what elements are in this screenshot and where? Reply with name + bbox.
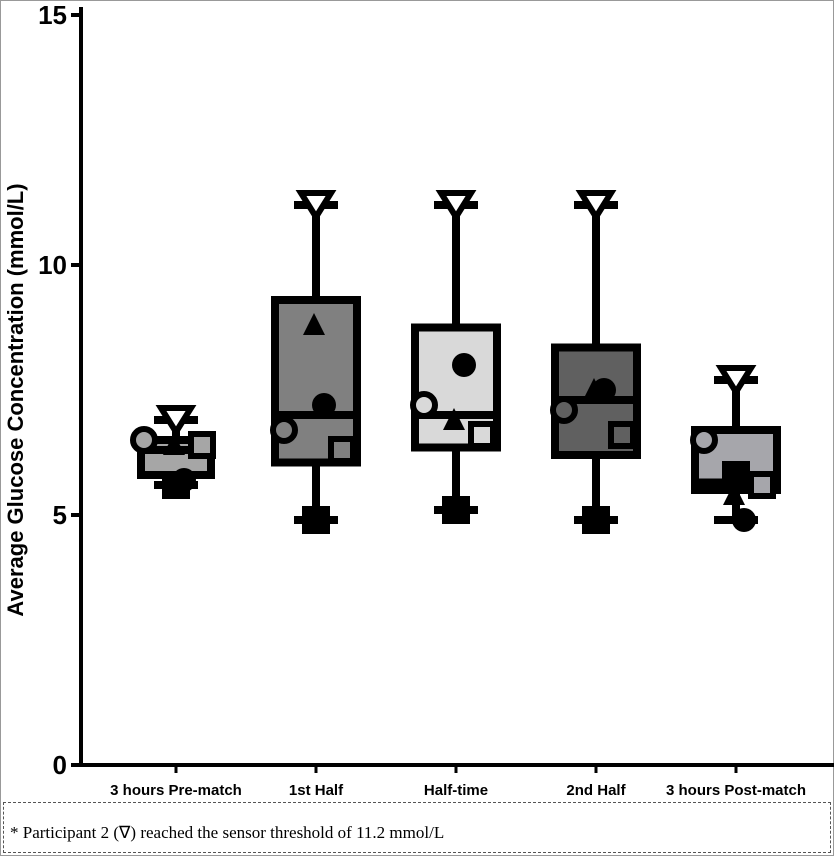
point-open-circle xyxy=(410,391,438,419)
point-filled-square xyxy=(162,471,190,499)
point-open-square xyxy=(188,431,216,459)
y-axis-label: Average Glucose Concentration (mmol/L) xyxy=(3,183,28,616)
point-open-square xyxy=(468,421,496,449)
point-filled-square xyxy=(582,506,610,534)
point-filled-square xyxy=(722,461,750,489)
point-filled-triangle xyxy=(723,483,745,505)
x-tick-label: Half-time xyxy=(424,782,488,799)
point-open-square xyxy=(328,436,356,464)
point-open-square xyxy=(748,471,776,499)
point-inverted-triangle xyxy=(155,405,197,438)
box-1 xyxy=(271,201,361,524)
point-inverted-triangle xyxy=(575,190,617,223)
point-filled-circle xyxy=(732,508,756,532)
x-tick-label: 3 hours Post-match xyxy=(666,782,806,799)
point-inverted-triangle xyxy=(435,190,477,223)
y-tick-label: 15 xyxy=(38,1,67,30)
point-open-square xyxy=(608,421,636,449)
point-inverted-triangle xyxy=(295,190,337,223)
point-filled-triangle xyxy=(443,408,465,430)
point-filled-circle xyxy=(592,378,616,402)
point-filled-circle xyxy=(452,353,476,377)
point-filled-triangle xyxy=(163,433,185,455)
y-tick-label: 0 xyxy=(53,750,67,780)
point-filled-square xyxy=(302,506,330,534)
footnote: * Participant 2 (∇) reached the sensor t… xyxy=(3,802,831,853)
y-tick-label: 10 xyxy=(38,250,67,280)
point-open-circle xyxy=(130,426,158,454)
x-tick-label: 1st Half xyxy=(289,782,344,799)
point-filled-circle xyxy=(312,393,336,417)
point-open-circle xyxy=(690,426,718,454)
point-filled-triangle xyxy=(303,313,325,335)
point-filled-square xyxy=(442,496,470,524)
point-open-circle xyxy=(270,416,298,444)
y-tick-label: 5 xyxy=(53,500,67,530)
point-inverted-triangle xyxy=(715,365,757,398)
point-open-circle xyxy=(550,396,578,424)
box-plot: 0 5 10 15 Average Glucose Concentration (mmo… xyxy=(3,1,834,799)
x-tick-label: 3 hours Pre-match xyxy=(110,782,242,799)
box-3 xyxy=(551,201,641,524)
x-tick-label: 2nd Half xyxy=(566,782,626,799)
